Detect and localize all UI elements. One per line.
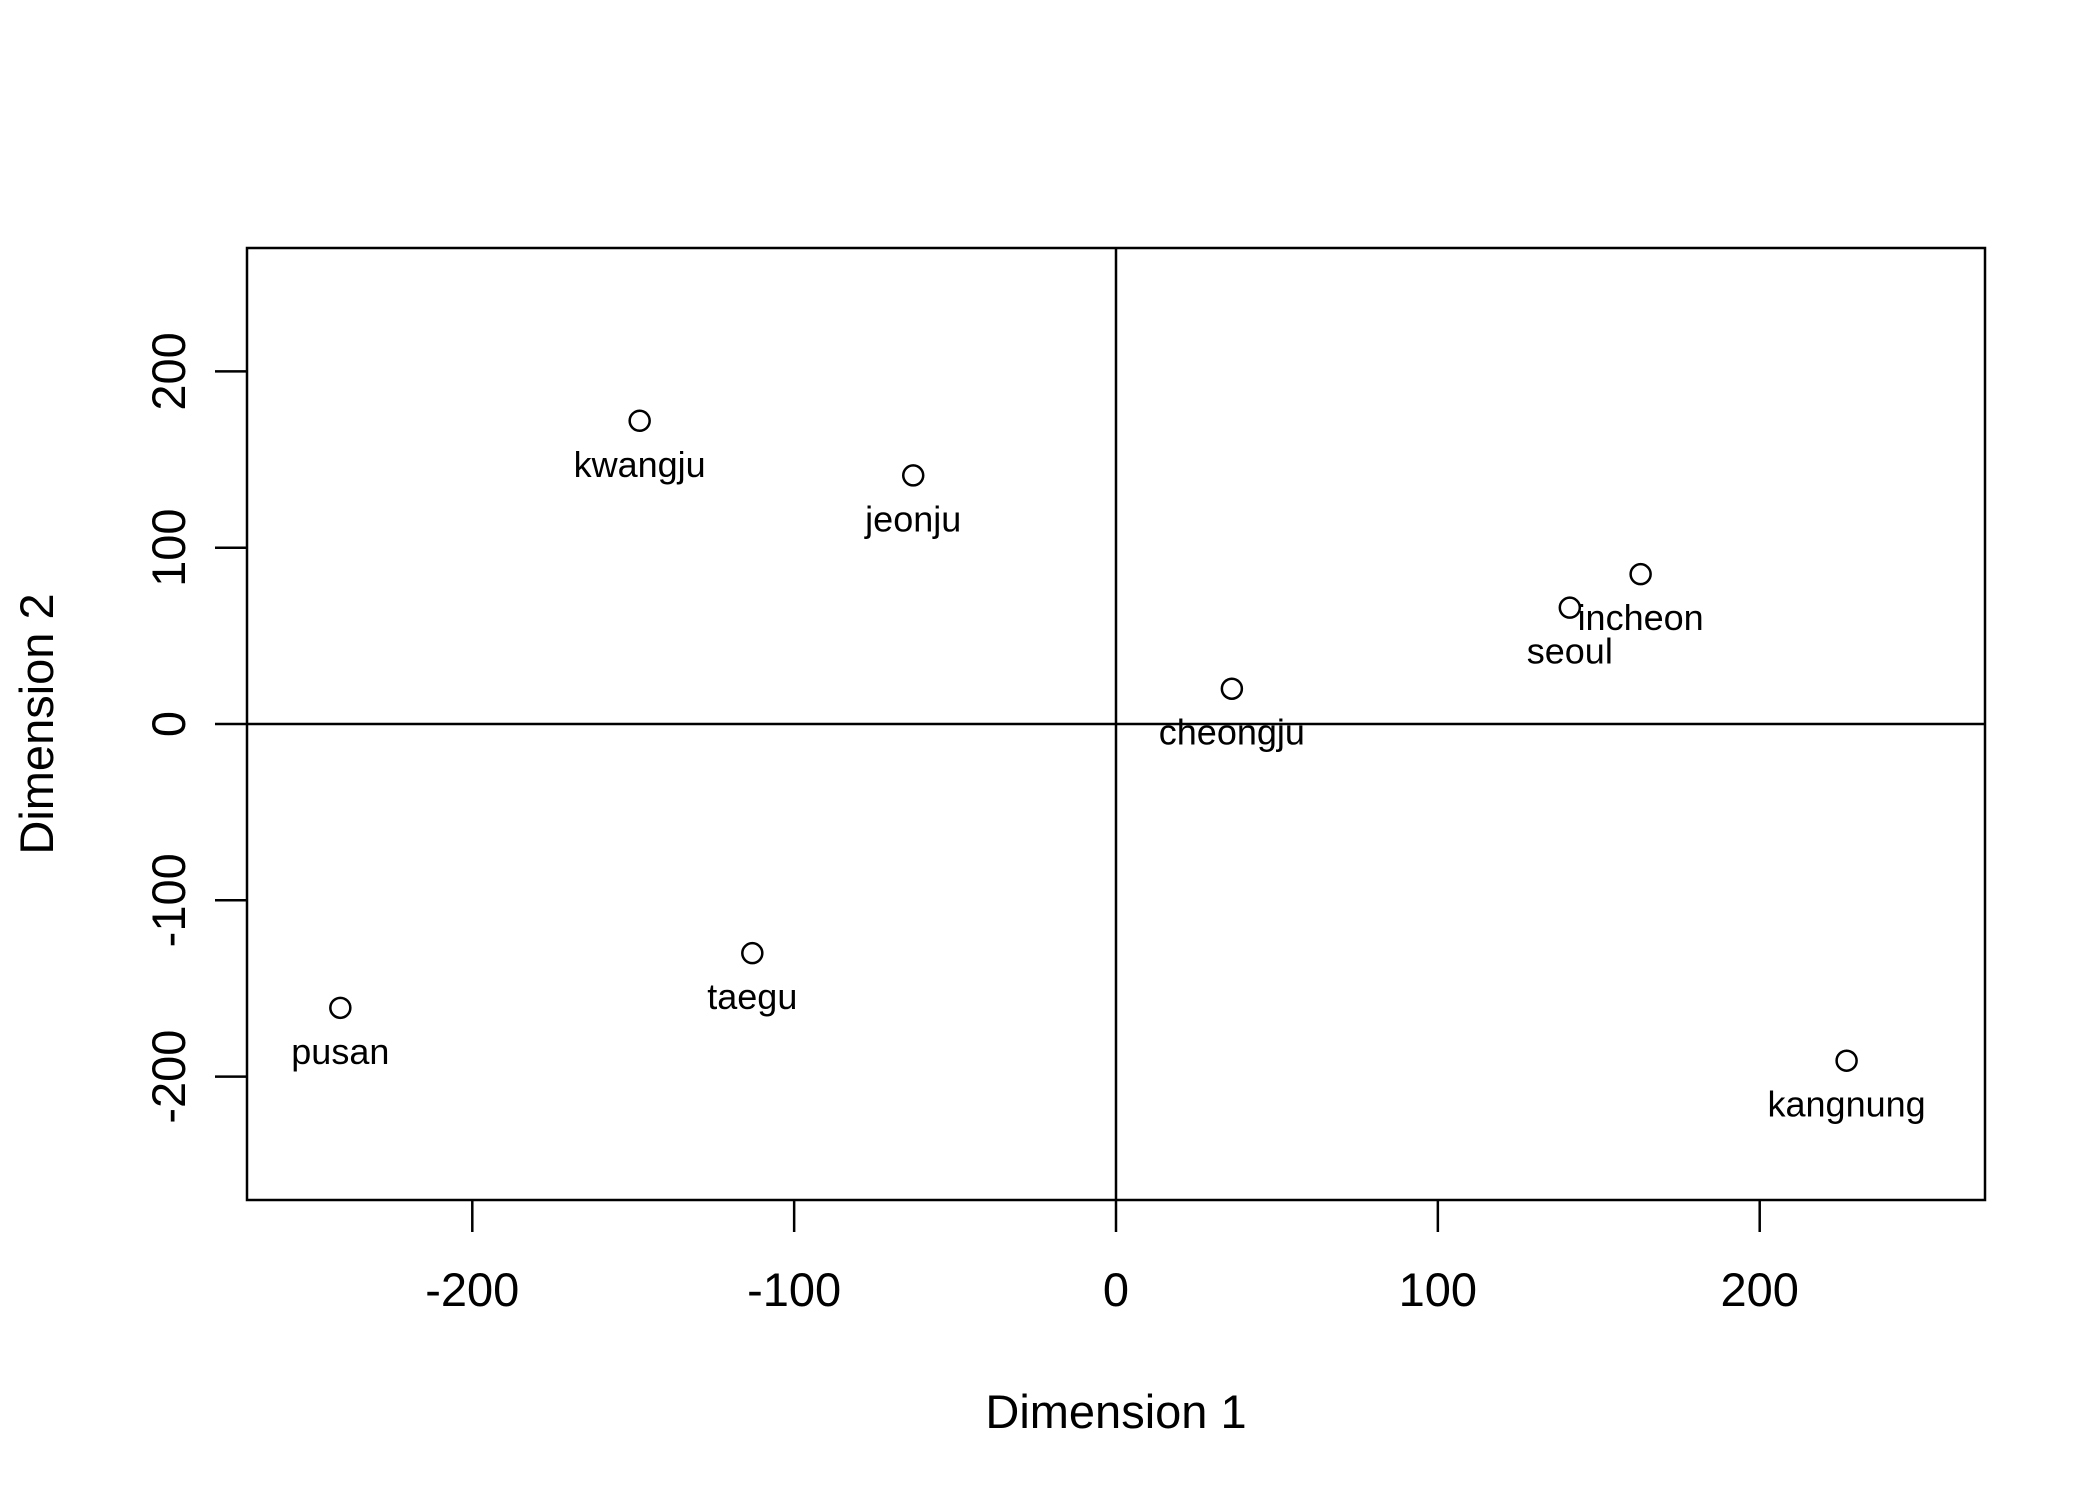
point-label: pusan: [291, 1031, 389, 1072]
x-tick-label: 100: [1399, 1263, 1477, 1316]
x-tick-label: -200: [425, 1263, 519, 1316]
point-label: cheongju: [1159, 712, 1305, 753]
x-tick-label: 0: [1103, 1263, 1129, 1316]
y-tick-label: 100: [142, 508, 195, 586]
y-tick-label: 0: [142, 711, 195, 737]
data-point: [901, 464, 925, 487]
data-point: [1220, 677, 1244, 700]
point-label: kwangju: [574, 444, 706, 485]
y-tick-label: -100: [142, 853, 195, 947]
y-tick-label: -200: [142, 1030, 195, 1124]
x-tick-label: -100: [747, 1263, 841, 1316]
data-point: [1558, 596, 1582, 619]
data-point: [1629, 562, 1652, 586]
point-label: jeonju: [864, 498, 961, 539]
data-point: [329, 996, 352, 1020]
point-label: incheon: [1578, 597, 1704, 638]
point-label: taegu: [707, 976, 797, 1017]
point-label: seoul: [1527, 631, 1613, 672]
point-label: kangnung: [1768, 1084, 1926, 1125]
x-axis: -200 -100 0 100 200: [425, 1200, 1799, 1316]
y-tick-label: 200: [142, 332, 195, 410]
y-axis-title: Dimension 2: [10, 593, 63, 854]
data-point: [628, 409, 651, 433]
x-tick-label: 200: [1720, 1263, 1798, 1316]
data-point: [1835, 1049, 1858, 1072]
x-axis-title: Dimension 1: [985, 1385, 1246, 1438]
y-axis: -200 -100 0 100 200: [142, 332, 247, 1124]
data-point: [741, 941, 764, 965]
